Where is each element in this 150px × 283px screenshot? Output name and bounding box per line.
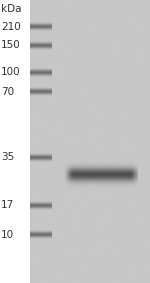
Text: 10: 10 (1, 230, 14, 240)
Text: kDa: kDa (1, 4, 21, 14)
Text: 210: 210 (1, 22, 21, 32)
Text: 17: 17 (1, 200, 14, 210)
Text: 35: 35 (1, 152, 14, 162)
Text: 70: 70 (1, 87, 14, 97)
Text: 150: 150 (1, 40, 21, 50)
Text: 100: 100 (1, 67, 20, 77)
